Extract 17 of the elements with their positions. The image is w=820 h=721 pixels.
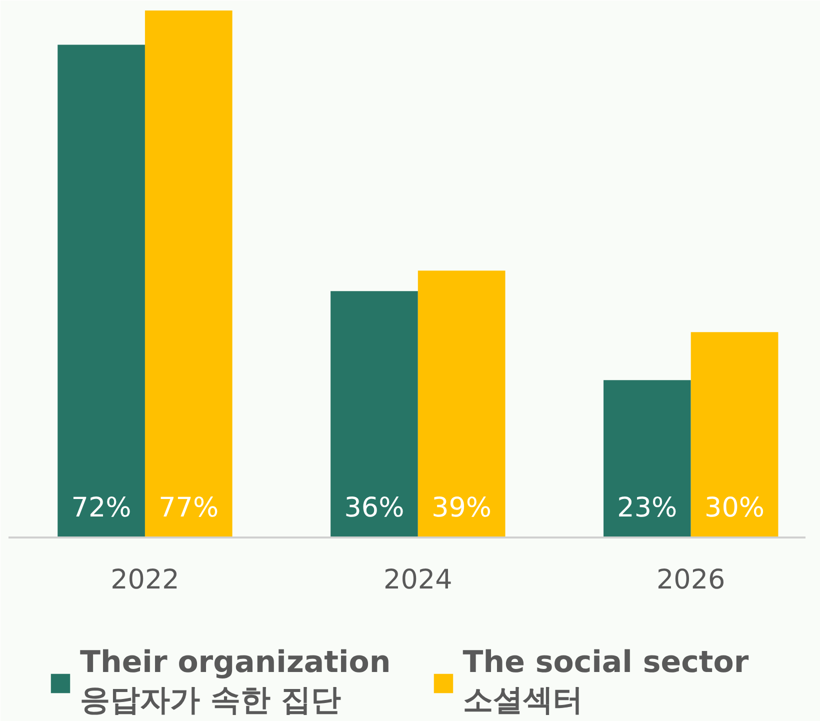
data-label: 72%	[71, 492, 132, 524]
data-label: 36%	[344, 492, 404, 524]
x-tick-label: 2024	[384, 564, 452, 596]
bar	[58, 44, 145, 538]
data-label: 77%	[158, 492, 219, 524]
bar	[690, 332, 778, 538]
bar	[418, 270, 506, 538]
bar	[604, 380, 691, 538]
data-label: 30%	[704, 492, 765, 524]
x-tick-label: 2022	[110, 564, 180, 596]
legend-label: Their organization 응답자가 속한 집단	[80, 645, 391, 720]
x-tick-label: 2026	[656, 564, 726, 596]
data-label: 39%	[432, 492, 492, 524]
bar	[144, 10, 232, 538]
legend-label: The social sector 소셜섹터	[462, 645, 749, 720]
data-label: 23%	[617, 492, 678, 524]
bar	[330, 291, 418, 538]
